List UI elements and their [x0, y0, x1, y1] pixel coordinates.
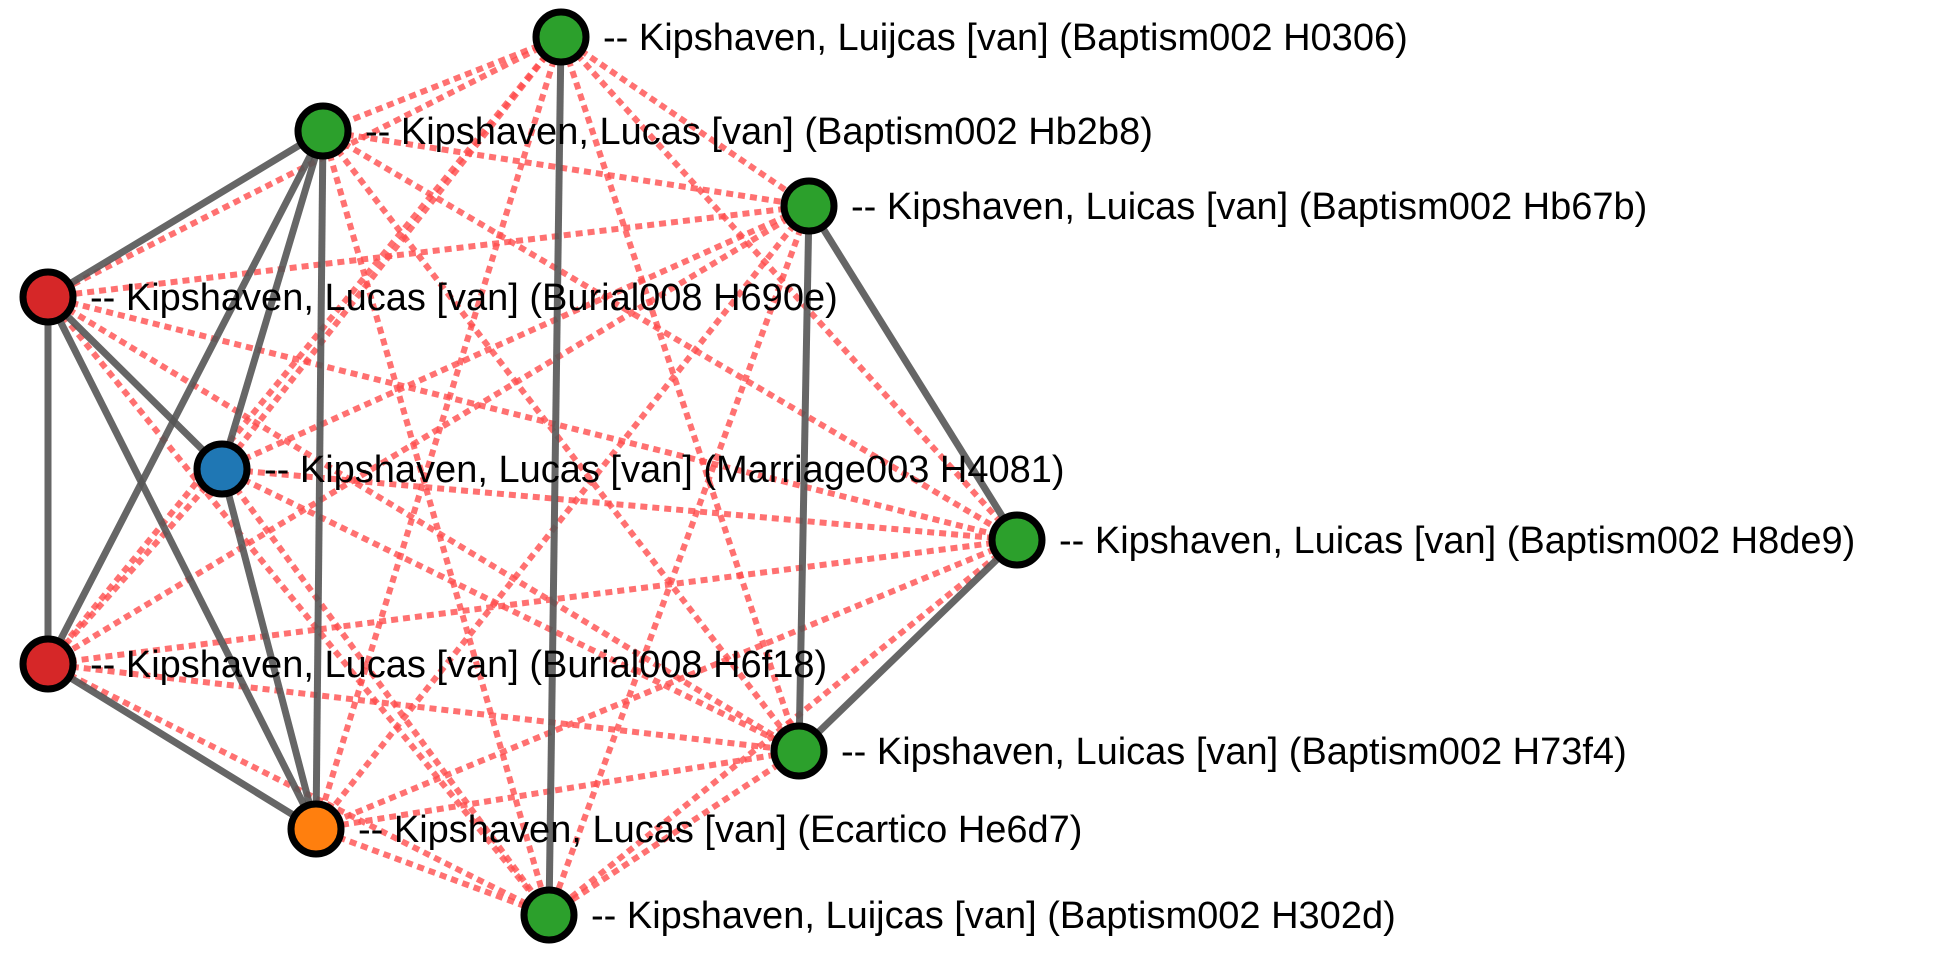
dashed-edge-H690e-H8de9 — [47, 294, 1018, 543]
node-label-H6f18: -- Kipshaven, Lucas [van] (Burial008 H6f… — [90, 644, 827, 686]
dashed-edge-H690e-H73f4 — [46, 294, 801, 754]
dashed-edge-H4081-H302d — [219, 467, 552, 917]
node-label-He6d7: -- Kipshaven, Lucas [van] (Ecartico He6d… — [358, 809, 1082, 851]
dashed-edge-Hb2b8-Hb67b — [322, 128, 810, 209]
solid-edge-Hb67b-H8de9 — [806, 204, 1020, 542]
dashed-edge-Hb67b-H690e — [47, 203, 810, 300]
dashed-edge-Hb67b-H6f18 — [46, 203, 811, 667]
solid-edges-layer — [44, 36, 1020, 916]
solid-edge-Hb2b8-H6f18 — [44, 129, 327, 666]
solid-edge-Hb2b8-H4081 — [218, 129, 327, 471]
dashed-edge-H0306-H6f18 — [45, 35, 564, 666]
node-H690e[interactable] — [19, 268, 77, 326]
dashed-edge-H0306-H4081 — [219, 35, 564, 471]
solid-edge-Hb2b8-H690e — [46, 128, 325, 300]
solid-edge-H4081-He6d7 — [218, 468, 320, 830]
solid-edge-H690e-He6d7 — [44, 295, 320, 831]
dashed-edge-Hb2b8-H302d — [320, 130, 552, 916]
dashed-edge-H0306-Hb2b8 — [321, 34, 563, 134]
dashed-edge-H73f4-H302d — [547, 748, 801, 918]
dashed-edge-Hb67b-H4081 — [220, 203, 811, 472]
node-H4081[interactable] — [193, 440, 251, 498]
solid-edge-H8de9-H73f4 — [796, 537, 1020, 754]
dashed-edge-Hb67b-H302d — [546, 204, 812, 917]
solid-edge-Hb2b8-He6d7 — [312, 130, 327, 830]
dashed-edge-H73f4-He6d7 — [315, 748, 800, 832]
node-label-H4081: -- Kipshaven, Lucas [van] (Marriage003 H… — [264, 449, 1065, 491]
solid-edge-Hb67b-H73f4 — [795, 205, 813, 752]
node-label-H73f4: -- Kipshaven, Luicas [van] (Baptism002 H… — [841, 731, 1627, 773]
node-H8de9[interactable] — [988, 511, 1046, 569]
node-label-H302d: -- Kipshaven, Luijcas [van] (Baptism002 … — [591, 895, 1396, 937]
dashed-edge-H0306-He6d7 — [313, 36, 564, 830]
dashed-edge-Hb2b8-H8de9 — [321, 128, 1019, 543]
dashed-edge-H8de9-He6d7 — [314, 537, 1019, 832]
solid-edge-H6f18-He6d7 — [46, 661, 318, 832]
node-label-Hb2b8: -- Kipshaven, Lucas [van] (Baptism002 Hb… — [365, 111, 1153, 153]
dashed-edge-Hb2b8-H73f4 — [320, 129, 802, 753]
node-He6d7[interactable] — [287, 800, 345, 858]
dashed-edge-H4081-H8de9 — [221, 466, 1018, 543]
node-label-Hb67b: -- Kipshaven, Luicas [van] (Baptism002 H… — [851, 186, 1647, 228]
node-H302d[interactable] — [520, 886, 578, 944]
node-H73f4[interactable] — [770, 722, 828, 780]
dashed-edge-H8de9-H6f18 — [47, 537, 1018, 667]
labels-layer: -- Kipshaven, Luijcas [van] (Baptism002 … — [90, 17, 1855, 937]
dashed-edge-H8de9-H302d — [547, 537, 1019, 918]
node-H0306[interactable] — [532, 8, 590, 66]
dashed-edge-H690e-H302d — [45, 295, 552, 917]
dashed-edge-H6f18-H73f4 — [47, 661, 800, 754]
node-label-H0306: -- Kipshaven, Luijcas [van] (Baptism002 … — [603, 17, 1408, 59]
dashed-edge-H0306-Hb67b — [559, 34, 811, 209]
dashed-edge-H0306-H8de9 — [558, 34, 1020, 543]
solid-edge-H690e-H4081 — [45, 294, 225, 472]
dashed-edge-He6d7-H302d — [314, 826, 551, 918]
dashed-edge-H0306-H73f4 — [558, 36, 802, 752]
node-Hb67b[interactable] — [780, 177, 838, 235]
node-label-H690e: -- Kipshaven, Lucas [van] (Burial008 H69… — [90, 277, 838, 319]
solid-edge-H0306-H302d — [545, 36, 565, 916]
node-label-H8de9: -- Kipshaven, Luicas [van] (Baptism002 H… — [1059, 520, 1855, 562]
nodes-layer — [19, 8, 1046, 944]
node-H6f18[interactable] — [19, 635, 77, 693]
dashed-edge-H4081-H6f18 — [45, 467, 225, 666]
node-Hb2b8[interactable] — [294, 102, 352, 160]
